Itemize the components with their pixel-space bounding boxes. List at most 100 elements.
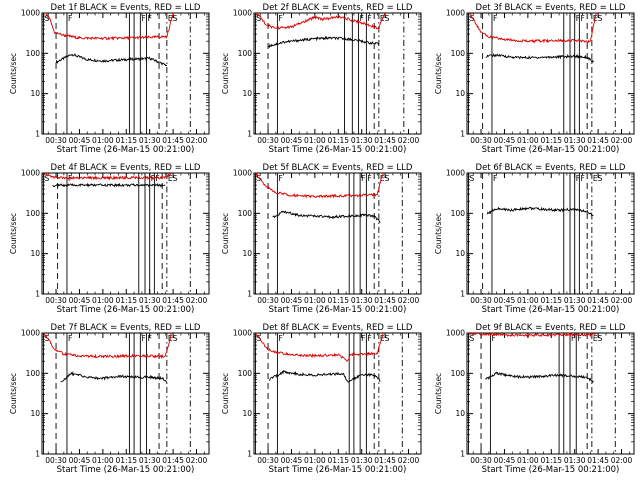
panel-det-7: Det 7f BLACK = Events, RED = LLD Start Ti… xyxy=(9,323,210,475)
panel-det-8: Det 8f BLACK = Events, RED = LLD Start Ti… xyxy=(221,323,422,475)
marker-label: F xyxy=(580,14,584,23)
x-tick-label: 00:30 xyxy=(257,136,279,145)
y-tick-label: 10 xyxy=(30,409,40,418)
marker-label: F xyxy=(68,14,72,23)
y-axis-label: Counts/sec xyxy=(221,53,230,94)
y-tick-label: 100 xyxy=(238,209,253,218)
panel-title: Det 3f BLACK = Events, RED = LLD xyxy=(476,3,626,13)
y-axis-label: Counts/sec xyxy=(221,213,230,254)
y-axis-label: Counts/sec xyxy=(9,373,18,414)
series-lld xyxy=(45,13,174,41)
x-tick-label: 00:30 xyxy=(45,456,67,465)
x-tick-label: 01:00 xyxy=(517,136,539,145)
y-axis-label: Counts/sec xyxy=(9,53,18,94)
x-tick-label: 01:45 xyxy=(374,136,396,145)
y-tick-label: 10 xyxy=(30,89,40,98)
x-axis-label: Start Time (26-Mar-15 00:21:00) xyxy=(269,145,407,155)
marker-label: ES xyxy=(380,174,390,183)
x-tick-label: 00:45 xyxy=(281,136,303,145)
x-tick-label: 01:30 xyxy=(351,296,373,305)
panel-det-9: Det 9f BLACK = Events, RED = LLD Start Ti… xyxy=(434,323,635,475)
x-tick-label: 01:30 xyxy=(139,136,161,145)
series-lld xyxy=(255,333,384,362)
y-axis-label: Counts/sec xyxy=(434,213,443,254)
y-tick-label: 1 xyxy=(35,290,40,299)
y-tick-label: 1 xyxy=(35,130,40,139)
marker-label: S xyxy=(257,334,262,343)
x-axis-label: Start Time (26-Mar-15 00:21:00) xyxy=(57,305,195,315)
y-tick-label: 10 xyxy=(242,249,252,258)
x-tick-label: 00:30 xyxy=(45,136,67,145)
x-tick-label: 00:45 xyxy=(69,136,91,145)
marker-label: F xyxy=(571,334,575,343)
x-tick-label: 01:00 xyxy=(92,456,114,465)
marker-label: S xyxy=(45,174,50,183)
marker-label: F xyxy=(577,334,581,343)
panel-det-5: Det 5f BLACK = Events, RED = LLD Start Ti… xyxy=(221,163,422,315)
panel-title: Det 4f BLACK = Events, RED = LLD xyxy=(51,163,201,173)
y-tick-label: 100 xyxy=(451,209,466,218)
marker-label: F xyxy=(278,174,282,183)
panel-det-1: Det 1f BLACK = Events, RED = LLD Start Ti… xyxy=(9,3,210,155)
x-tick-label: 00:30 xyxy=(470,456,492,465)
y-tick-label: 10 xyxy=(242,89,252,98)
x-tick-label: 02:00 xyxy=(186,296,208,305)
plot-frame xyxy=(253,172,422,295)
marker-label: S xyxy=(257,174,262,183)
y-tick-label: 1000 xyxy=(233,169,252,178)
marker-label: F xyxy=(576,14,580,23)
x-tick-label: 01:15 xyxy=(327,136,349,145)
x-tick-label: 00:45 xyxy=(69,456,91,465)
marker-label: F xyxy=(148,14,152,23)
marker-label: F xyxy=(493,174,497,183)
y-tick-label: 100 xyxy=(238,369,253,378)
x-axis-label: Start Time (26-Mar-15 00:21:00) xyxy=(482,145,620,155)
panel-title: Det 9f BLACK = Events, RED = LLD xyxy=(476,323,626,333)
marker-label: F xyxy=(367,174,371,183)
x-tick-label: 01:00 xyxy=(517,296,539,305)
x-tick-label: 02:00 xyxy=(398,456,420,465)
y-axis-label: Counts/sec xyxy=(221,373,230,414)
x-tick-label: 01:45 xyxy=(162,296,184,305)
series-events xyxy=(60,370,167,383)
y-tick-label: 1 xyxy=(247,450,252,459)
x-axis-label: Start Time (26-Mar-15 00:21:00) xyxy=(482,465,620,475)
y-tick-label: 100 xyxy=(26,209,41,218)
x-tick-label: 01:15 xyxy=(115,136,137,145)
marker-label: F xyxy=(155,174,159,183)
x-tick-label: 02:00 xyxy=(611,136,633,145)
panel-det-4: Det 4f BLACK = Events, RED = LLD Start Ti… xyxy=(9,163,210,315)
x-tick-label: 00:30 xyxy=(45,296,67,305)
y-tick-label: 1 xyxy=(247,290,252,299)
y-tick-label: 1000 xyxy=(21,169,40,178)
marker-label: F xyxy=(361,334,365,343)
y-tick-label: 10 xyxy=(30,249,40,258)
x-axis-label: Start Time (26-Mar-15 00:21:00) xyxy=(482,305,620,315)
series-events xyxy=(272,210,381,223)
x-tick-label: 00:30 xyxy=(257,456,279,465)
x-tick-label: 01:45 xyxy=(162,456,184,465)
x-tick-label: 01:30 xyxy=(139,456,161,465)
marker-label: ES xyxy=(380,334,390,343)
x-tick-label: 01:15 xyxy=(540,136,562,145)
x-tick-label: 01:45 xyxy=(374,456,396,465)
y-axis-label: Counts/sec xyxy=(434,53,443,94)
x-tick-label: 02:00 xyxy=(186,136,208,145)
x-tick-label: 01:00 xyxy=(304,136,326,145)
x-tick-label: 01:15 xyxy=(115,456,137,465)
series-events xyxy=(486,206,594,217)
x-tick-label: 01:15 xyxy=(327,296,349,305)
x-tick-label: 02:00 xyxy=(611,456,633,465)
y-tick-label: 1000 xyxy=(233,9,252,18)
x-tick-label: 01:30 xyxy=(564,456,586,465)
marker-label: S xyxy=(470,14,475,23)
panel-title: Det 2f BLACK = Events, RED = LLD xyxy=(263,3,413,13)
marker-label: ES xyxy=(593,174,603,183)
marker-label: F xyxy=(278,334,282,343)
plot-frame xyxy=(466,172,635,295)
y-tick-label: 1 xyxy=(460,450,465,459)
x-axis-label: Start Time (26-Mar-15 00:21:00) xyxy=(269,305,407,315)
marker-label: ES xyxy=(593,334,603,343)
panel-title: Det 7f BLACK = Events, RED = LLD xyxy=(51,323,201,333)
marker-label: ES xyxy=(168,14,178,23)
